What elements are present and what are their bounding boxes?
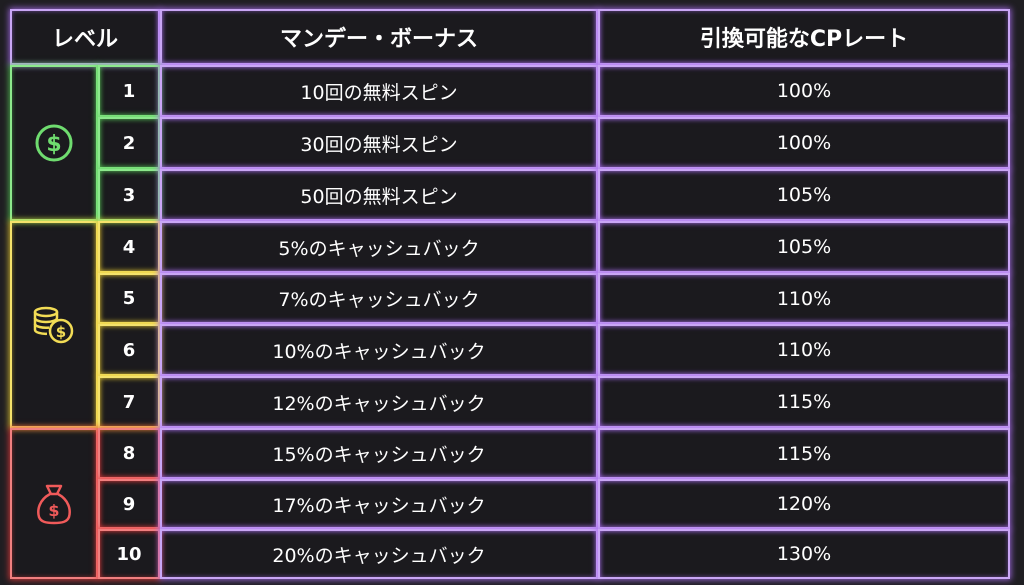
bonus-cell: 17%のキャッシュバック — [160, 479, 598, 529]
rate-cell: 105% — [598, 169, 1010, 221]
bonus-cell: 5%のキャッシュバック — [160, 221, 598, 273]
rate-cell: 110% — [598, 324, 1010, 376]
group-icon-cell-1: $ — [10, 65, 98, 221]
level-cell-6: 6 — [98, 324, 160, 376]
level-cell-4: 4 — [98, 221, 160, 273]
bonus-cell: 7%のキャッシュバック — [160, 273, 598, 324]
rate-cell: 120% — [598, 479, 1010, 529]
money-bag-icon: $ — [37, 484, 71, 524]
rate-cell: 100% — [598, 65, 1010, 117]
svg-text:$: $ — [48, 501, 59, 520]
level-cell-9: 9 — [98, 479, 160, 529]
bonus-cell: 10%のキャッシュバック — [160, 324, 598, 376]
svg-text:$: $ — [56, 323, 66, 341]
bonus-cell: 12%のキャッシュバック — [160, 376, 598, 428]
bonus-cell: 20%のキャッシュバック — [160, 529, 598, 579]
level-cell-3: 3 — [98, 169, 160, 221]
bonus-cell: 10回の無料スピン — [160, 65, 598, 117]
rate-cell: 115% — [598, 376, 1010, 428]
rate-cell: 130% — [598, 529, 1010, 579]
bonus-cell: 50回の無料スピン — [160, 169, 598, 221]
level-cell-5: 5 — [98, 273, 160, 324]
bonus-table: レベル マンデー・ボーナス 引換可能なCPレート $ $ $ — [10, 9, 1010, 579]
level-cell-2: 2 — [98, 117, 160, 169]
coin-stack-icon: $ — [33, 306, 74, 343]
rate-cell: 100% — [598, 117, 1010, 169]
bonus-cell: 15%のキャッシュバック — [160, 428, 598, 479]
header-level: レベル — [10, 9, 160, 65]
svg-text:$: $ — [46, 132, 61, 157]
bonus-cell: 30回の無料スピン — [160, 117, 598, 169]
rate-cell: 110% — [598, 273, 1010, 324]
group-icon-cell-2: $ — [10, 221, 98, 428]
header-cp-rate: 引換可能なCPレート — [598, 9, 1010, 65]
level-cell-1: 1 — [98, 65, 160, 117]
group-icon-cell-3: $ — [10, 428, 98, 579]
rate-cell: 115% — [598, 428, 1010, 479]
dollar-coin-icon: $ — [35, 124, 73, 162]
rate-cell: 105% — [598, 221, 1010, 273]
level-cell-8: 8 — [98, 428, 160, 479]
level-cell-10: 10 — [98, 529, 160, 579]
level-cell-7: 7 — [98, 376, 160, 428]
header-monday-bonus: マンデー・ボーナス — [160, 9, 598, 65]
